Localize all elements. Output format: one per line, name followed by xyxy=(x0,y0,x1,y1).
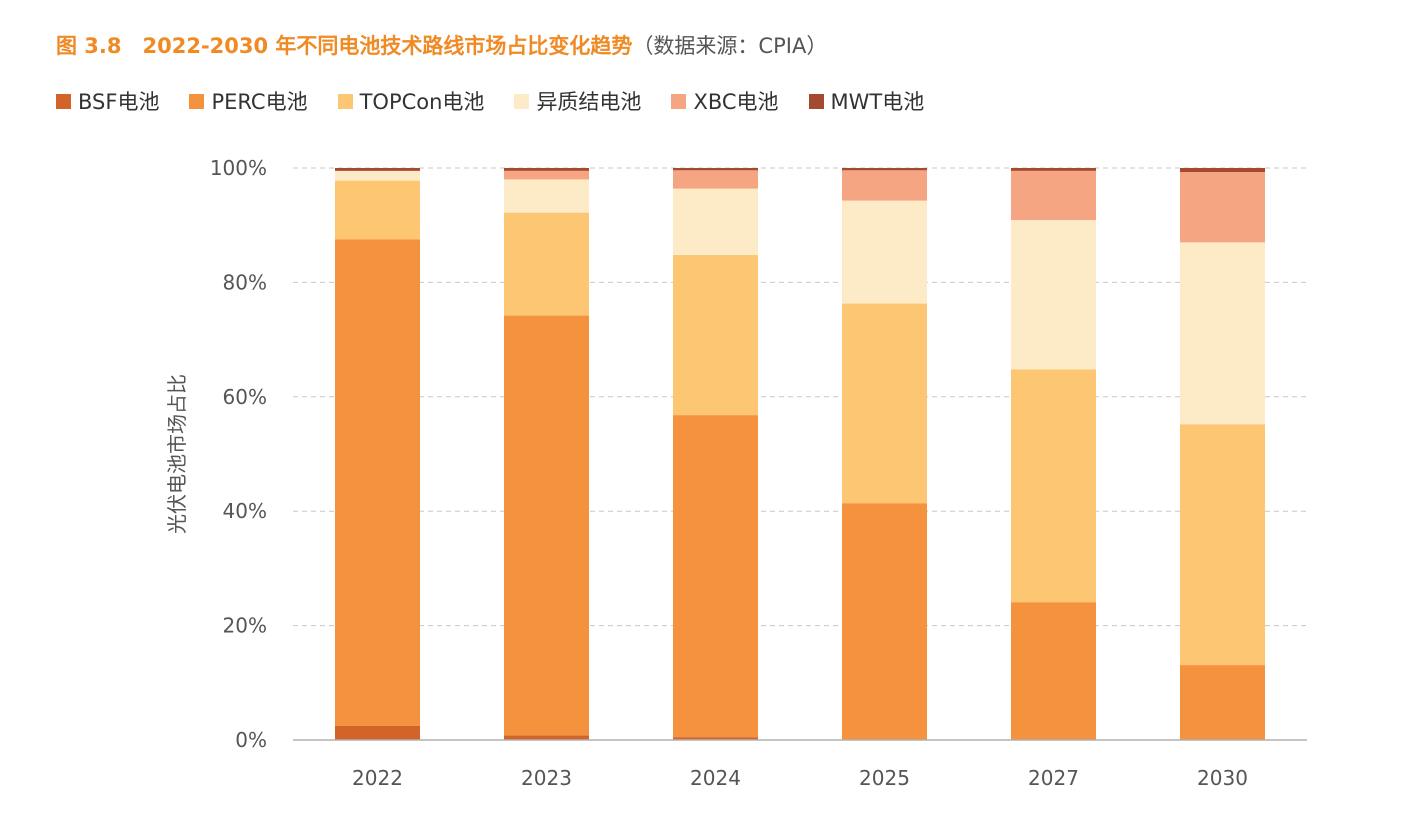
y-axis-title: 光伏电池市场占比 xyxy=(165,374,189,534)
legend-label-perc: PERC电池 xyxy=(211,90,308,114)
bar-segment xyxy=(335,180,420,240)
legend-swatch-bsf xyxy=(56,93,71,109)
legend-swatch-xbc xyxy=(671,93,687,109)
bar-segment xyxy=(335,168,420,171)
bar-segment xyxy=(842,200,927,304)
bar-segment xyxy=(1180,168,1265,173)
axis-layer: 0% 20% 40% 60% 80% 100% 光伏电池市场占比 2022 2023 2024 20… xyxy=(165,156,1307,790)
bar-segment xyxy=(504,168,589,171)
y-tick-label: 0% xyxy=(235,728,267,752)
legend-swatch-mwt xyxy=(808,93,824,109)
bar-segment xyxy=(673,168,758,171)
bar-segment xyxy=(673,170,758,189)
x-tick-label: 2025 xyxy=(859,766,910,790)
bar-segment xyxy=(673,254,758,416)
legend-item-perc: PERC电池 xyxy=(189,86,308,116)
y-tick-label: 20% xyxy=(223,614,267,638)
legend-label-hjt: 异质结电池 xyxy=(536,90,642,114)
grid-layer xyxy=(293,167,1307,627)
bar-segment xyxy=(1011,602,1096,740)
x-tick-label: 2022 xyxy=(352,766,403,790)
figure-title-source: （数据来源：CPIA） xyxy=(632,34,828,58)
bar-segment xyxy=(842,503,927,740)
bar-segment xyxy=(842,168,927,171)
bar-segment xyxy=(335,725,420,740)
bar-segment xyxy=(842,170,927,201)
x-tick-label: 2023 xyxy=(521,766,572,790)
legend-swatch-topcon xyxy=(337,93,353,109)
legend-item-mwt: MWT电池 xyxy=(808,86,925,116)
bar-segment xyxy=(1180,242,1265,425)
bar-segment xyxy=(335,239,420,726)
y-tick-label: 60% xyxy=(223,385,267,409)
bar-segment xyxy=(673,188,758,255)
legend-swatch-hjt xyxy=(514,93,530,109)
bar-segment xyxy=(842,303,927,504)
legend-label-bsf: BSF电池 xyxy=(78,90,160,114)
legend-item-xbc: XBC电池 xyxy=(671,86,779,116)
legend-label-mwt: MWT电池 xyxy=(830,90,925,114)
legend-swatch-perc xyxy=(189,93,205,109)
bar-segment xyxy=(504,735,589,740)
bar-segment xyxy=(1011,220,1096,370)
legend-item-bsf: BSF电池 xyxy=(56,86,159,116)
figure-title-main: 图 3.8 2022-2030 年不同电池技术路线市场占比变化趋势 xyxy=(56,34,633,58)
legend-item-topcon: TOPCon电池 xyxy=(337,86,485,116)
y-tick-label: 40% xyxy=(223,499,267,523)
x-tick-label: 2030 xyxy=(1197,766,1248,790)
bar-segment xyxy=(504,315,589,736)
bar-segment xyxy=(673,415,758,738)
bar-segment xyxy=(504,170,589,180)
bar-segment xyxy=(335,170,420,181)
figure-title: 图 3.8 2022-2030 年不同电池技术路线市场占比变化趋势（数据来源：C… xyxy=(56,30,827,60)
x-tick-label: 2027 xyxy=(1028,766,1079,790)
bar-layer xyxy=(335,168,1265,740)
x-tick-label: 2024 xyxy=(690,766,741,790)
bar-segment xyxy=(1180,172,1265,243)
bar-segment xyxy=(1180,665,1265,740)
bar-segment xyxy=(1011,369,1096,603)
bar-segment xyxy=(1180,424,1265,666)
bar-segment xyxy=(1011,168,1096,171)
bar-segment xyxy=(1011,170,1096,221)
bar-segment xyxy=(504,212,589,316)
legend-label-xbc: XBC电池 xyxy=(693,90,779,114)
legend-label-topcon: TOPCon电池 xyxy=(359,90,485,114)
y-tick-label: 80% xyxy=(223,270,267,294)
chart-legend: BSF电池 PERC电池 TOPCon电池 异质结电池 XBC电池 MWT电池 xyxy=(56,86,954,116)
y-tick-label: 100% xyxy=(210,156,267,180)
bar-segment xyxy=(673,737,758,740)
legend-item-hjt: 异质结电池 xyxy=(514,86,641,116)
bar-segment xyxy=(504,179,589,213)
